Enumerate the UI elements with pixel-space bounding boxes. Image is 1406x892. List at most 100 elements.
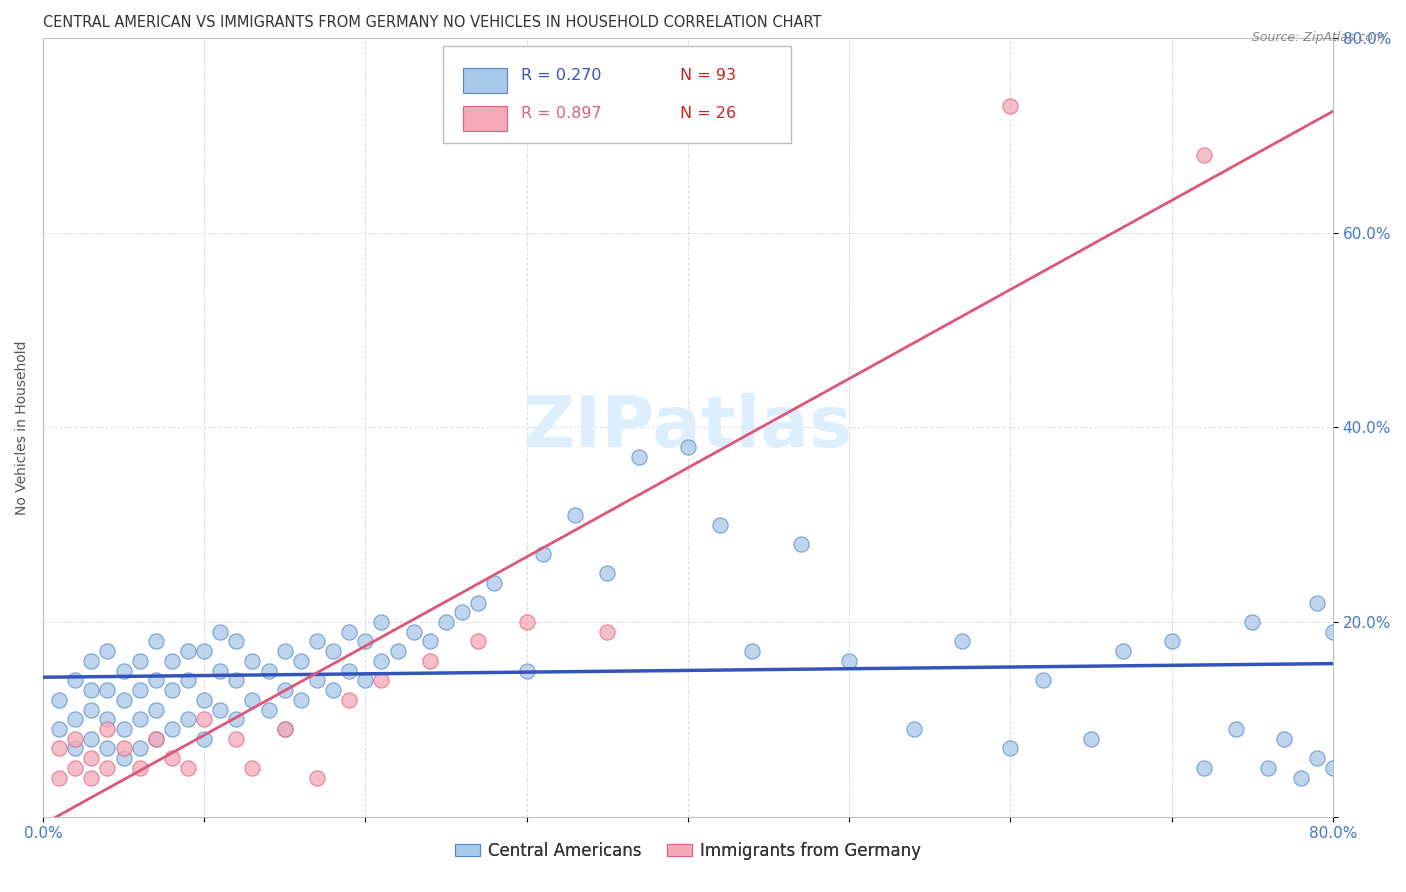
Point [177,673,200,688]
Point [80,751,103,765]
Point [225,731,247,746]
Text: ZIPatlas: ZIPatlas [523,392,853,462]
Point [48,771,70,785]
Point [516,664,538,678]
Point [48,722,70,736]
Point [1112,644,1135,658]
Point [96,712,118,726]
Point [177,644,200,658]
Point [1192,761,1215,775]
Point [80,702,103,716]
Point [160,654,183,668]
Point [1241,615,1264,629]
Point [80,654,103,668]
Point [1160,634,1182,648]
Point [96,761,118,775]
Point [402,624,425,639]
Point [274,722,297,736]
Point [322,644,344,658]
Point [531,547,554,561]
Point [709,517,731,532]
Point [112,664,135,678]
Point [274,644,297,658]
Point [80,771,103,785]
Point [274,683,297,698]
Point [193,731,215,746]
Point [290,693,312,707]
Point [387,644,409,658]
Point [242,693,264,707]
Point [112,741,135,756]
Point [1305,751,1327,765]
Point [128,712,150,726]
Text: Source: ZipAtlas.com: Source: ZipAtlas.com [1251,31,1385,45]
Point [484,576,506,591]
Point [63,741,86,756]
Y-axis label: No Vehicles in Household: No Vehicles in Household [15,340,30,515]
Point [370,615,392,629]
Point [354,634,377,648]
Point [193,693,215,707]
Point [160,722,183,736]
Point [950,634,973,648]
Point [1257,761,1279,775]
Point [337,624,360,639]
Point [1032,673,1054,688]
Point [63,712,86,726]
Point [145,702,167,716]
Point [434,615,457,629]
Point [628,450,651,464]
Point [145,731,167,746]
Point [322,683,344,698]
Point [128,654,150,668]
Point [1192,148,1215,162]
Point [128,741,150,756]
Point [242,761,264,775]
Point [789,537,811,551]
Point [1225,722,1247,736]
Point [242,654,264,668]
Point [63,673,86,688]
Point [160,683,183,698]
Point [903,722,925,736]
Point [257,702,280,716]
Point [96,741,118,756]
Point [96,644,118,658]
Point [467,595,489,609]
Point [370,673,392,688]
Point [337,664,360,678]
Point [1274,731,1296,746]
Point [145,731,167,746]
Point [564,508,586,522]
Point [596,624,619,639]
Point [128,683,150,698]
Point [48,693,70,707]
Point [290,654,312,668]
Point [112,722,135,736]
Legend: Central Americans, Immigrants from Germany: Central Americans, Immigrants from Germa… [449,835,928,867]
Point [838,654,860,668]
Point [112,751,135,765]
Point [257,664,280,678]
Point [370,654,392,668]
Point [48,741,70,756]
Point [516,615,538,629]
Point [80,731,103,746]
Point [451,605,474,619]
Point [80,683,103,698]
Point [145,634,167,648]
Point [1322,761,1344,775]
Point [145,673,167,688]
Text: R = 0.897: R = 0.897 [522,106,602,121]
FancyBboxPatch shape [464,68,508,93]
Point [354,673,377,688]
Text: R = 0.270: R = 0.270 [522,68,602,83]
Point [225,673,247,688]
Point [1322,624,1344,639]
Point [467,634,489,648]
Point [305,771,328,785]
Point [209,702,232,716]
Point [112,693,135,707]
Point [337,693,360,707]
FancyBboxPatch shape [464,106,508,131]
